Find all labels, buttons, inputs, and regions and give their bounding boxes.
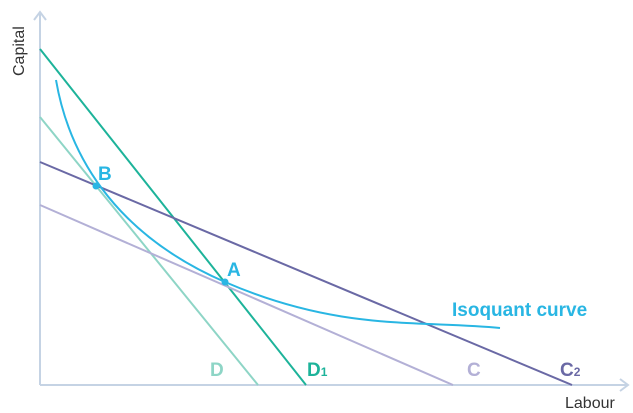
x-axis-arrow [619, 378, 630, 392]
line-c2 [39, 161, 573, 386]
line-d1-label-main: D [307, 360, 321, 381]
x-axis-label: Labour [565, 395, 615, 412]
line-c2-label-sub: 2 [574, 365, 581, 379]
point-a-marker [221, 278, 229, 286]
line-c [39, 204, 454, 386]
line-c-label: C [467, 360, 481, 381]
line-c2-label: C2 [560, 360, 581, 381]
line-d [39, 116, 259, 386]
point-a-label: A [227, 260, 241, 281]
axes: Capital Labour [11, 10, 630, 412]
line-d1-label: D1 [307, 360, 328, 381]
line-c2-label-main: C [560, 360, 574, 381]
y-axis-arrow [33, 10, 47, 21]
isoquant-curve [55, 79, 501, 329]
line-d-label: D [210, 360, 224, 381]
y-axis-label: Capital [11, 26, 28, 76]
point-b-label: B [98, 164, 112, 185]
isoquant-label: Isoquant curve [452, 300, 587, 321]
point-b-marker [92, 182, 100, 190]
line-d1-label-sub: 1 [321, 365, 328, 379]
